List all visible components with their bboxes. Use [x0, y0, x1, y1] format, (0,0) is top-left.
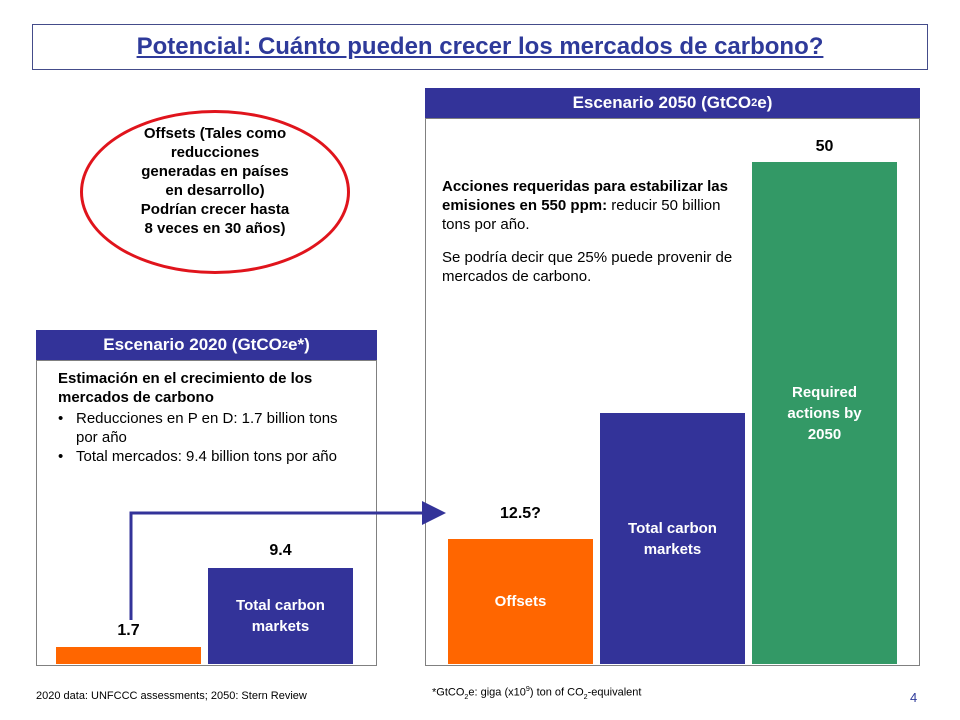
callout-line: en desarrollo) — [165, 182, 265, 199]
panel-2050-header-text: Escenario 2050 (GtCO — [572, 93, 752, 112]
bar-2050-total-carbon-markets: Total carbon markets — [600, 413, 745, 664]
callout-line: Offsets (Tales como — [143, 125, 287, 142]
panel-2020-bullet: • Total mercados: 9.4 billion tons por a… — [58, 448, 337, 465]
panel-2020-header-sub: 2 — [281, 339, 288, 351]
bar-2050-required-actions: Required actions by 2050 — [752, 162, 897, 664]
panel-2050-text-bold: Acciones requeridas para estabilizar las… — [442, 178, 728, 214]
bar-2050-total-text: Total carbon markets — [628, 519, 717, 558]
panel-2020-bullet: • Reducciones en P en D: 1.7 billion ton… — [58, 409, 358, 447]
title-box: Potencial: Cuánto pueden crecer los merc… — [32, 24, 928, 70]
callout-line: 8 veces en 30 años) — [144, 220, 286, 237]
bar-2020-reductions — [56, 647, 201, 664]
bar-2050-offsets: Offsets — [448, 539, 593, 664]
slide-title: Potencial: Cuánto pueden crecer los merc… — [136, 33, 824, 60]
panel-2050-description: Acciones requeridas para estabilizar las… — [442, 177, 742, 286]
panel-2050-text-p2: Se podría decir que 25% puede provenir d… — [442, 249, 733, 285]
bar-2020-total-value: 9.4 — [269, 542, 292, 559]
bar-2020-total-carbon-markets: Total carbon markets — [208, 568, 353, 664]
bar-2050-required-value: 50 — [815, 138, 834, 155]
bar-2050-offsets-text: Offsets — [494, 593, 547, 610]
callout-line: Podrían crecer hasta — [140, 201, 290, 218]
panel-2050-text-normal: reducir 50 billion tons por año. — [442, 197, 721, 233]
bar-2020-total-text: Total carbon markets — [236, 597, 325, 635]
panel-2020-header: Escenario 2020 (GtCO 2 e*) — [36, 330, 377, 360]
callout-oval — [80, 110, 350, 274]
panel-2020-header-text: Escenario 2020 (GtCO — [103, 335, 282, 354]
panel-2020-bullet-text: Total mercados: 9.4 billion tons por año — [76, 448, 337, 465]
panel-2050-header-sub: 2 — [751, 97, 758, 109]
bar-2020-reductions-value: 1.7 — [117, 622, 140, 639]
bar-2050-required-text: Required actions by 2050 — [787, 383, 862, 443]
panel-2020-bullet-text: Reducciones en P en D: 1.7 billion tons … — [76, 410, 338, 446]
footnote-units: *GtCO2e: giga (x109) ton of CO2-equivale… — [432, 685, 642, 701]
panel-2050-frame — [425, 118, 920, 666]
connector-line — [129, 501, 446, 620]
panel-2020-description: Estimación en el crecimiento de los merc… — [58, 369, 358, 466]
panel-2050-header-post: e) — [757, 93, 773, 112]
panel-2020-heading: Estimación en el crecimiento de los merc… — [58, 370, 313, 406]
page-number: 4 — [910, 690, 918, 705]
bar-2050-offsets-value: 12.5? — [500, 505, 541, 522]
footnote-source: 2020 data: UNFCCC assessments; 2050: Ste… — [36, 690, 307, 702]
callout-line: reducciones — [170, 144, 260, 161]
callout-text: Offsets (Tales como reducciones generada… — [108, 124, 322, 238]
panel-2020-header-post: e*) — [288, 335, 310, 354]
callout-line: generadas en países — [141, 163, 289, 180]
panel-2050-header: Escenario 2050 (GtCO 2 e) — [425, 88, 920, 118]
